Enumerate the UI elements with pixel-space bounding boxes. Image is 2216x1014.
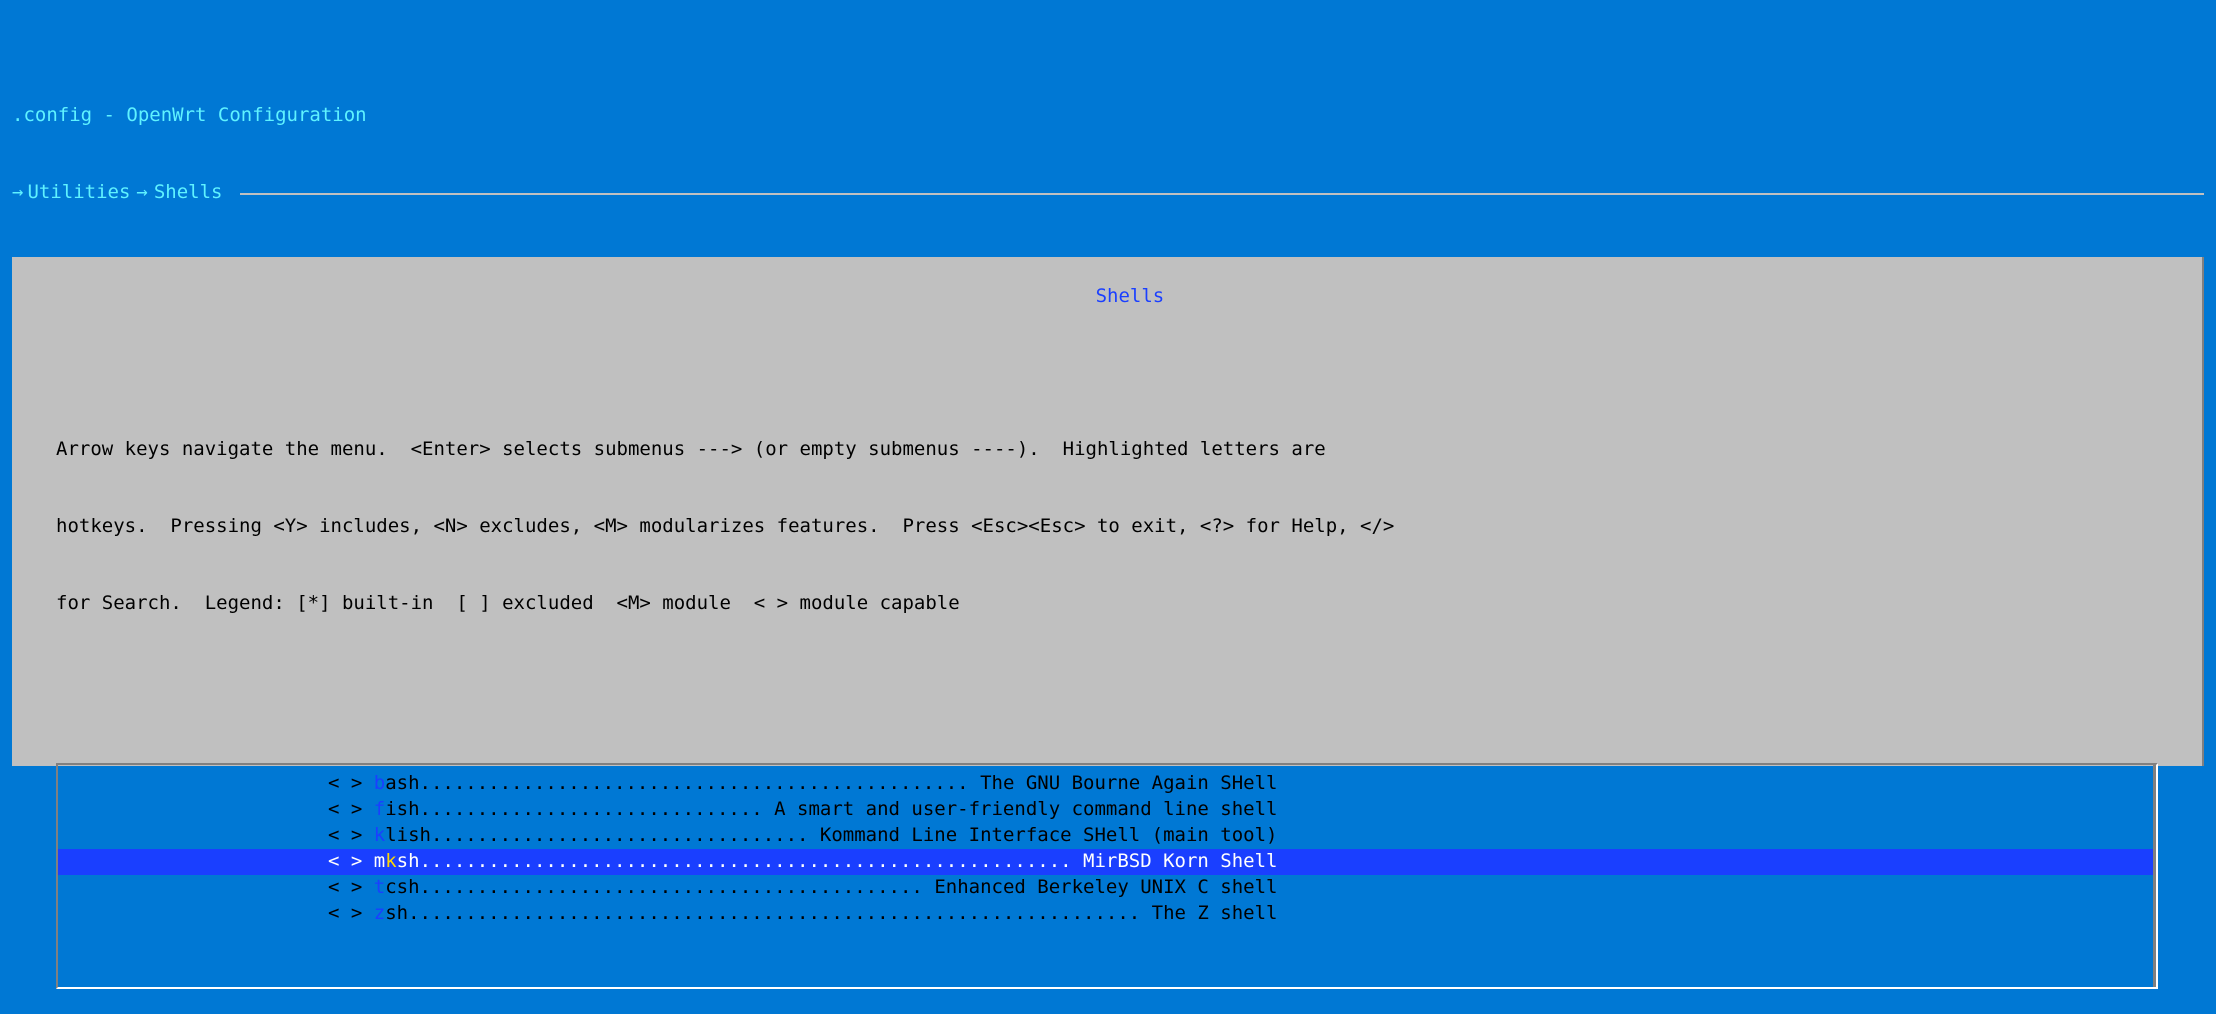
help-text: Arrow keys navigate the menu. <Enter> se… xyxy=(12,360,2202,668)
window-title: .config - OpenWrt Configuration xyxy=(0,103,2216,129)
menu-item-name-post: sh xyxy=(385,901,408,927)
menu-item-dots: ................................. xyxy=(431,823,820,849)
menu-item-state: < > xyxy=(328,797,374,823)
section-header: Shells xyxy=(12,258,2202,335)
menu-item-name-pre: m xyxy=(374,849,385,875)
window-title-text: .config - OpenWrt Configuration xyxy=(12,103,367,129)
menu-item-hotkey: t xyxy=(374,875,385,901)
menu-item-desc: A smart and user-friendly command line s… xyxy=(774,797,1277,823)
menu-item-zsh[interactable]: < > zsh.................................… xyxy=(58,901,2156,927)
breadcrumb: → Utilities → Shells xyxy=(0,180,2216,206)
breadcrumb-rule xyxy=(240,193,2204,195)
menu-item-hotkey: z xyxy=(374,901,385,927)
menu-item-hotkey: k xyxy=(374,823,385,849)
menu-item-dots: ........................................… xyxy=(420,771,981,797)
menu-item-hotkey: k xyxy=(385,849,396,875)
menu-item-name-post: sh xyxy=(397,849,420,875)
menu-item-dots: ........................................… xyxy=(420,849,1083,875)
menu-item-desc: Enhanced Berkeley UNIX C shell xyxy=(934,875,1277,901)
menu-item-dots: ........................................… xyxy=(408,901,1152,927)
menu-item-klish[interactable]: < > klish...............................… xyxy=(58,823,2156,849)
menu-item-hotkey: f xyxy=(374,797,385,823)
menu-item-name-post: ash xyxy=(385,771,419,797)
menu-item-fish[interactable]: < > fish.............................. A… xyxy=(58,797,2156,823)
menu-item-name-post: lish xyxy=(385,823,431,849)
menu-item-name-post: ish xyxy=(385,797,419,823)
menu-item-name-post: csh xyxy=(385,875,419,901)
menu-item-state: < > xyxy=(328,875,374,901)
menu-item-desc: Kommand Line Interface SHell (main tool) xyxy=(820,823,1278,849)
menu-item-state: < > xyxy=(328,901,374,927)
menu-item-dots: .............................. xyxy=(420,797,775,823)
breadcrumb-sep-icon: → xyxy=(130,180,153,206)
menu-item-desc: MirBSD Korn Shell xyxy=(1083,849,1277,875)
menu-item-state: < > xyxy=(328,771,374,797)
menu-item-dots: ........................................… xyxy=(420,875,935,901)
section-title: Shells xyxy=(1090,285,1171,307)
breadcrumb-item-shells[interactable]: Shells xyxy=(154,180,223,206)
menu-item-bash[interactable]: < > bash................................… xyxy=(58,771,2156,797)
menu-list[interactable]: < > bash................................… xyxy=(56,763,2158,989)
menu-item-desc: The Z shell xyxy=(1152,901,1278,927)
help-line: Arrow keys navigate the menu. <Enter> se… xyxy=(56,437,2158,463)
menu-item-desc: The GNU Bourne Again SHell xyxy=(980,771,1277,797)
menu-item-tcsh[interactable]: < > tcsh................................… xyxy=(58,875,2156,901)
menu-item-hotkey: b xyxy=(374,771,385,797)
menu-item-state: < > xyxy=(328,823,374,849)
breadcrumb-arrow-icon: → xyxy=(0,180,27,206)
main-panel: Shells Arrow keys navigate the menu. <En… xyxy=(12,257,2204,766)
menu-item-mksh[interactable]: < > mksh................................… xyxy=(58,849,2156,875)
help-line: hotkeys. Pressing <Y> includes, <N> excl… xyxy=(56,514,2158,540)
breadcrumb-trailing-space xyxy=(223,180,234,206)
breadcrumb-item-utilities[interactable]: Utilities xyxy=(27,180,130,206)
help-line: for Search. Legend: [*] built-in [ ] exc… xyxy=(56,591,2158,617)
menu-item-state: < > xyxy=(328,849,374,875)
